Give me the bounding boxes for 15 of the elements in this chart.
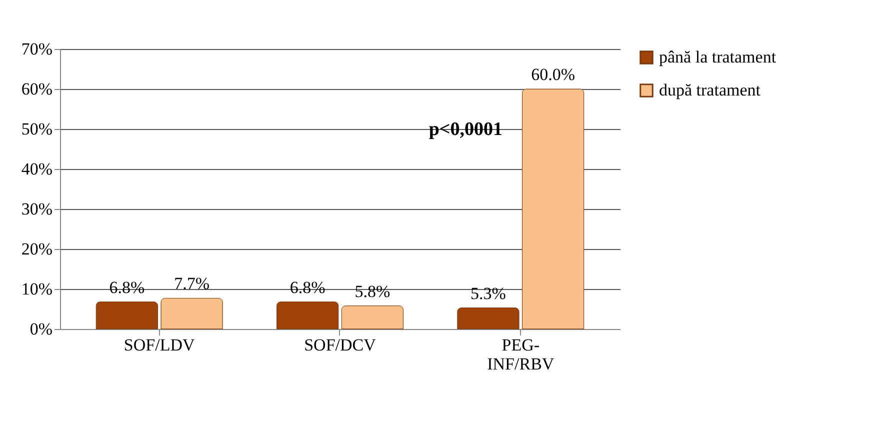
y-tick-label: 0% bbox=[30, 320, 52, 338]
y-tick-label: 30% bbox=[21, 200, 52, 218]
data-label: 7.7% bbox=[174, 274, 210, 294]
y-tick-label: 10% bbox=[21, 280, 52, 298]
x-tick-label: PEG-INF/RBV bbox=[487, 336, 555, 374]
y-tick-label: 60% bbox=[21, 80, 52, 98]
y-tick-label: 20% bbox=[21, 240, 52, 258]
legend-label: până la tratament bbox=[659, 48, 776, 66]
y-tick-label: 40% bbox=[21, 160, 52, 178]
x-tick-label: SOF/LDV bbox=[124, 336, 196, 354]
legend-label: după tratament bbox=[659, 80, 761, 100]
data-label: 60.0% bbox=[531, 65, 576, 84]
y-tick-label: 50% bbox=[21, 120, 52, 138]
y-tick-label: 70% bbox=[21, 40, 52, 58]
x-tick-label: SOF/DCV bbox=[304, 336, 377, 354]
